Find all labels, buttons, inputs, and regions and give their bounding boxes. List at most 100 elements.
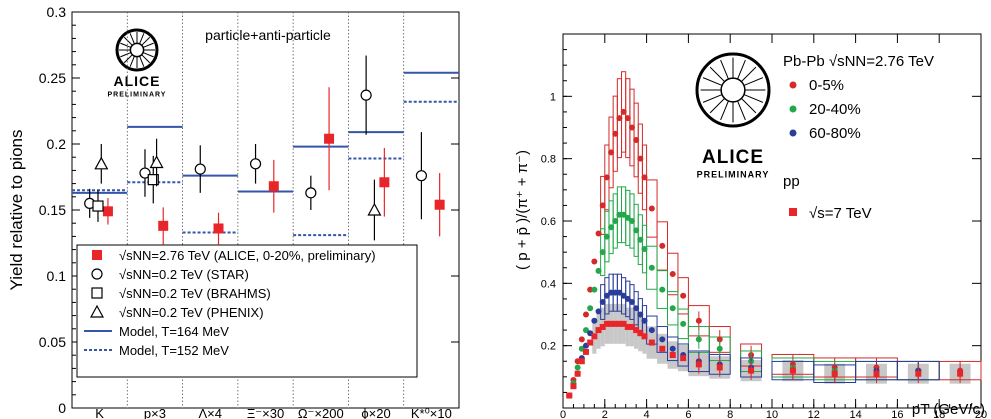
alice-logo-core (720, 77, 746, 103)
right-data-point (624, 323, 631, 330)
right-xtick-label: 12 (808, 409, 820, 419)
right-ylabel: ( p + p̄ )/(π⁺ + π⁻) (514, 150, 531, 270)
right-data-point (695, 317, 702, 324)
right-data-point (595, 308, 602, 315)
right-data-point (603, 174, 610, 181)
right-data-point (659, 345, 666, 352)
alice-logo-spoke (720, 100, 729, 121)
right-data-point (620, 292, 627, 299)
right-data-point (659, 242, 666, 249)
alice-logo-spoke (702, 94, 723, 103)
right-data-point (648, 327, 655, 334)
right-data-point (628, 299, 635, 306)
right-data-point (599, 202, 606, 209)
right-legend-marker (789, 208, 797, 216)
right-data-point (695, 361, 702, 368)
right-data-point (659, 286, 666, 293)
right-data-point (587, 286, 594, 293)
right-data-point (612, 289, 619, 296)
right-data-point (603, 233, 610, 240)
alice-logo-spoke (139, 55, 145, 67)
left-legend-label: √sNN=0.2 TeV (BRAHMS) (119, 286, 271, 301)
left-legend-label: Model, T=164 MeV (119, 324, 229, 339)
right-xlabel: pT (GeV/c) (912, 401, 985, 418)
alice-logo-spoke (129, 55, 135, 67)
right-data-point (641, 317, 648, 324)
right-data-point (624, 295, 631, 302)
right-xtick-label: 4 (644, 409, 650, 419)
left-data-point (94, 156, 109, 170)
left-data-point (415, 170, 428, 182)
left-legend-marker (92, 250, 102, 260)
right-data-point (641, 333, 648, 340)
left-data-point (367, 202, 382, 216)
left-category-label: Λ×4 (198, 406, 222, 419)
right-data-point (659, 336, 666, 343)
left-category-label: K (95, 406, 104, 419)
right-data-point (595, 327, 602, 334)
right-data-point (648, 339, 655, 346)
left-category-label: K*⁰×10 (411, 406, 452, 419)
alice-logo-spoke (141, 54, 151, 64)
right-data-point (789, 367, 796, 374)
right-xtick-label: 20 (975, 409, 987, 419)
right-data-point (612, 218, 619, 224)
right-data-point (641, 174, 648, 181)
left-ylabel: Yield relative to pions (7, 130, 26, 291)
alice-logo-spoke (142, 52, 154, 58)
right-data-point (633, 136, 640, 143)
left-legend-marker (91, 268, 103, 280)
right-data-point (582, 311, 589, 318)
right-data-point (620, 320, 627, 327)
right-data-point (582, 348, 589, 355)
right-systematic-box (656, 270, 668, 309)
right-data-point (620, 211, 627, 218)
right-data-point (680, 320, 687, 327)
right-legend-label: √s=7 TeV (809, 205, 872, 222)
alice-logo-spoke (120, 42, 132, 48)
alice-logo-spoke (737, 59, 746, 80)
right-data-point (608, 224, 615, 231)
right-data-point (591, 286, 598, 293)
left-legend: √sNN=2.76 TeV (ALICE, 0-20%, preliminary… (76, 244, 418, 378)
right-legend-marker (789, 81, 797, 89)
right-legend: 0-5% 20-40% 60-80% √s=7 TeV (789, 77, 872, 222)
right-data-point (587, 305, 594, 312)
right-data-point (648, 205, 655, 212)
right-data-point (599, 299, 606, 306)
right-data-point (633, 305, 640, 312)
right-xtick-label: 18 (933, 409, 945, 419)
alice-logo-spoke (743, 77, 764, 86)
right-data-point (680, 355, 687, 362)
right-systematic-box (667, 291, 679, 326)
right-xtick-label: 14 (849, 409, 861, 419)
right-data-point (680, 292, 687, 299)
alice-logo-spoke (743, 94, 764, 103)
right-data-point (641, 246, 648, 253)
right-data-point (637, 236, 644, 243)
alice-logo-ring (695, 52, 771, 128)
right-data-point (578, 358, 585, 365)
right-xtick-label: 0 (560, 409, 566, 419)
right-systematic-box (646, 179, 658, 238)
right-xtick-label: 16 (891, 409, 903, 419)
right-systematic-box (646, 245, 658, 290)
right-data-point (637, 311, 644, 318)
left-data-point (102, 206, 113, 217)
left-legend-marker (91, 287, 103, 299)
left-data-point (158, 220, 169, 231)
alice-logo-spoke (741, 98, 757, 114)
right-data-point (669, 270, 676, 277)
alice-logo-sub: PRELIMINARY (108, 92, 167, 99)
left-data-point (324, 133, 335, 144)
right-data-point (637, 155, 644, 162)
right-data-point (595, 230, 602, 237)
alice-logo-name: ALICE (114, 73, 161, 89)
alice-logo-sub: PRELIMINARY (697, 169, 770, 179)
left-data-point (213, 223, 224, 234)
left-data-point (434, 199, 445, 210)
left-legend-label: √sNN=0.2 TeV (STAR) (119, 267, 249, 282)
right-data-point (574, 370, 581, 377)
left-data-point (147, 174, 159, 186)
right-ytick-label: 0.6 (541, 216, 556, 228)
